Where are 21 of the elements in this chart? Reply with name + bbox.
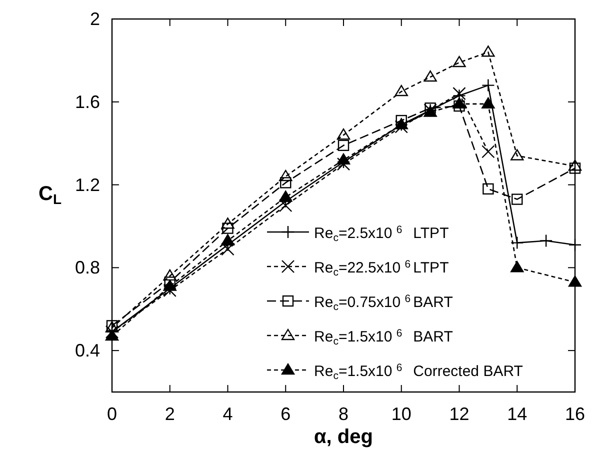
x-tick-label: 12: [449, 404, 470, 424]
y-tick-label: 1.6: [74, 92, 100, 112]
legend-label: Re$_{c}$=0.75x10 $^{6}$ BART: [314, 293, 453, 314]
legend-label: Re$_{c}$=1.5x10 $^{6}$ Corrected BART: [314, 362, 523, 382]
x-tick-label: 4: [222, 404, 233, 424]
y-tick-label: 1.2: [74, 174, 100, 195]
y-tick-label: 0.8: [74, 258, 100, 278]
x-tick-label: 16: [564, 404, 586, 424]
legend-label: Re$_{c}$=1.5x10 $^{6}$ BART: [314, 328, 453, 348]
y-tick-label: 2: [90, 9, 100, 29]
legend-label: Re$_{c}$=22.5x10 $^{6}$ LTPT: [314, 258, 449, 279]
x-tick-label: 14: [507, 404, 528, 424]
y-tick-label: 0.4: [74, 340, 100, 361]
x-axis-title: α, deg: [314, 426, 373, 448]
x-tick-label: 8: [338, 404, 349, 424]
x-tick-label: 6: [280, 404, 291, 424]
y-axis-title: C$_{L}$: [38, 183, 62, 208]
x-tick-label: 10: [391, 404, 412, 424]
legend-label: Re$_{c}$=2.5x10 $^{6}$ LTPT: [314, 224, 449, 244]
x-tick-label: 2: [164, 404, 175, 424]
x-tick-label: 0: [106, 404, 118, 424]
